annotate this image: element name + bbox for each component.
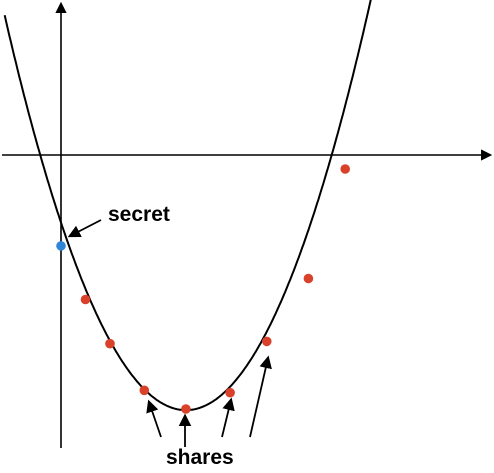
share-point [340,164,351,174]
share-point [181,404,191,414]
polynomial-curve [3,0,372,412]
share-point [105,338,115,349]
share-arrows [146,355,272,447]
share-point [262,336,272,347]
secret-arrow [67,219,102,238]
share-point [303,273,314,284]
secret-point [56,241,66,251]
share-arrow-4 [249,355,272,438]
share-point [80,294,91,305]
share-point [139,385,150,396]
share-arrow-3 [221,397,235,438]
share-points [80,164,351,414]
share-arrow-1 [146,399,162,438]
share-point [225,387,235,398]
shares-label: shares [166,446,234,469]
secret-label: secret [108,203,170,226]
